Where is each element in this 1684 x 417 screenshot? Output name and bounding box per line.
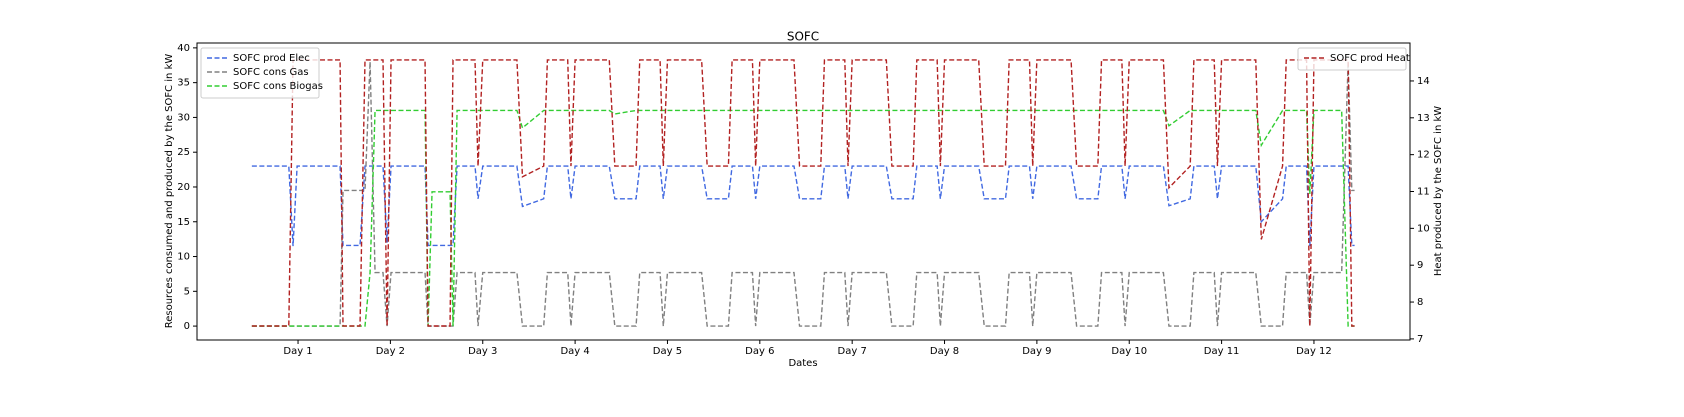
y-tick-label: 40 [177,43,190,54]
legend: SOFC prod Heat [1297,47,1410,71]
x-tick-label: Day 10 [1111,346,1147,357]
y2-tick-label: 14 [1417,76,1430,87]
y2-axis-label: Heat produced by the SOFC in kW [1433,106,1444,276]
x-tick-label: Day 12 [1296,346,1332,357]
x-tick-label: Day 4 [560,346,589,357]
y2-tick-label: 7 [1417,334,1423,345]
legend-label: SOFC cons Gas [233,67,309,78]
x-tick-label: Day 3 [468,346,497,357]
x-tick-label: Day 2 [376,346,405,357]
x-tick-label: Day 8 [930,346,959,357]
y-tick-label: 15 [177,217,190,228]
y2-tick-label: 13 [1417,113,1430,124]
y2-tick-label: 11 [1417,187,1430,198]
y2-tick-label: 9 [1417,260,1423,271]
chart-title: SOFC [787,30,819,44]
y-tick-label: 20 [177,182,190,193]
x-tick-label: Day 1 [283,346,312,357]
legend-box [1297,47,1407,71]
y-tick-label: 30 [177,112,190,123]
y2-tick-label: 8 [1417,297,1423,308]
data-line [251,165,1355,247]
y-tick-label: 0 [184,321,190,332]
y2-tick-label: 12 [1417,150,1430,161]
plot-frame [196,42,1411,341]
y-tick-label: 10 [177,252,190,263]
y-tick-label: 5 [184,286,190,297]
data-line [251,109,1355,327]
x-axis-label: Dates [788,358,817,369]
y-tick-label: 25 [177,147,190,158]
data-line [251,61,1355,327]
y2-tick-label: 10 [1417,223,1430,234]
x-tick-label: Day 5 [653,346,682,357]
y-tick-label: 35 [177,78,190,89]
legend-box [200,47,320,99]
legend-label: SOFC cons Biogas [233,81,323,92]
x-tick-label: Day 7 [838,346,867,357]
y-axis-label: Resources consumed and produced by the S… [164,54,175,329]
x-tick-label: Day 9 [1022,346,1051,357]
x-tick-label: Day 6 [745,346,774,357]
legend-label: SOFC prod Elec [233,53,310,64]
x-tick-label: Day 11 [1204,346,1240,357]
legend-label: SOFC prod Heat [1330,53,1410,64]
legend: SOFC prod Elec SOFC cons Gas SOFC cons Bio… [200,47,323,99]
data-line [251,59,1355,327]
